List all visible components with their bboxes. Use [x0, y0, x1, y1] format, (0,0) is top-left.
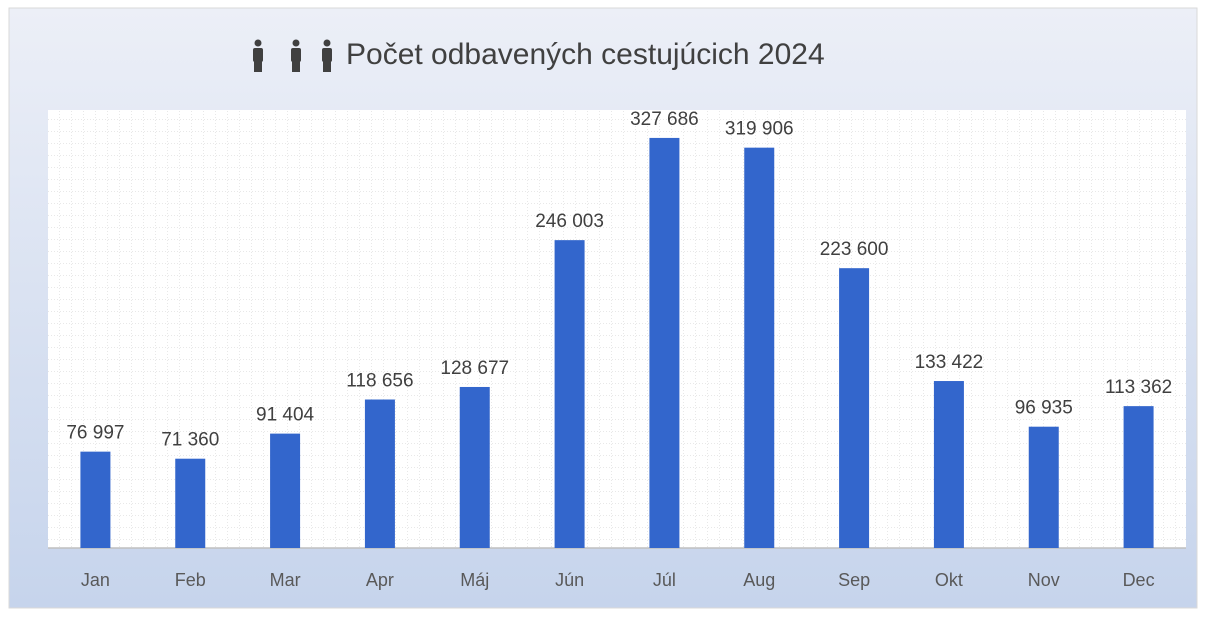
x-tick-label: Máj [460, 570, 489, 590]
bar [175, 458, 206, 548]
x-tick-label: Apr [366, 570, 394, 590]
data-label: 128 677 [440, 358, 509, 379]
x-tick-label: Sep [838, 570, 870, 590]
data-label: 113 362 [1105, 377, 1172, 398]
grid [48, 110, 1186, 548]
chart-title: Počet odbavených cestujúcich 2024 [346, 38, 825, 71]
bar [1123, 406, 1154, 548]
bar [80, 451, 111, 548]
data-label: 91 404 [256, 405, 315, 426]
x-tick-label: Jan [81, 570, 110, 590]
bar [839, 268, 870, 548]
x-tick-label: Mar [270, 570, 301, 590]
data-label: 118 656 [346, 371, 413, 392]
title-icons [253, 39, 332, 72]
bar [744, 147, 775, 548]
data-label: 133 422 [915, 352, 984, 373]
x-tick-label: Aug [743, 570, 775, 590]
bar [270, 433, 301, 548]
x-tick-label: Jún [555, 570, 584, 590]
data-label: 76 997 [66, 423, 124, 444]
bar [364, 399, 395, 548]
bar [554, 240, 585, 548]
bar [649, 137, 680, 548]
data-label: 71 360 [161, 430, 219, 451]
x-tick-label: Feb [175, 570, 206, 590]
x-tick-label: Okt [935, 570, 963, 590]
bar [1028, 426, 1059, 548]
bar [459, 386, 490, 548]
x-tick-label: Dec [1123, 570, 1155, 590]
x-tick-label: Nov [1028, 570, 1060, 590]
data-label: 246 003 [535, 211, 604, 232]
data-label: 319 906 [725, 119, 794, 140]
data-label: 96 935 [1015, 398, 1073, 419]
data-label: 223 600 [820, 239, 889, 260]
data-label: 327 686 [630, 109, 699, 130]
x-tick-label: Júl [653, 570, 676, 590]
bar [933, 381, 964, 548]
